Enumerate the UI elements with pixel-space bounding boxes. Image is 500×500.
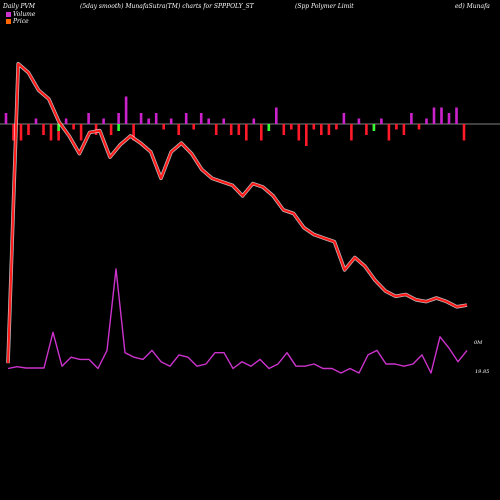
legend-volume-label: Volume [13, 11, 36, 18]
pvm-bar [102, 118, 105, 124]
pvm-bar [335, 124, 338, 130]
pvm-bar [42, 124, 45, 135]
pvm-bar [417, 124, 421, 130]
pvm-bar [320, 124, 323, 135]
pvm-bar [252, 118, 256, 124]
pvm-bar [305, 124, 308, 146]
pvm-bar [79, 124, 83, 141]
pvm-bar [237, 124, 241, 135]
pvm-bar [432, 107, 436, 124]
pvm-bar [447, 113, 451, 124]
pvm-bar [222, 118, 225, 124]
pvm-bar [57, 124, 60, 141]
pvm-bar [425, 118, 428, 124]
pvm-bar [402, 124, 406, 135]
pvm-bar [169, 118, 173, 124]
pvm-bar [132, 124, 135, 141]
pvm-bar [229, 124, 233, 135]
pvm-bar [312, 124, 316, 130]
pvm-bar [260, 124, 263, 141]
pvm-bar [395, 124, 398, 130]
pvm-bar [327, 124, 331, 135]
pvm-bar [350, 124, 353, 141]
pvm-bar [410, 113, 413, 124]
pvm-bar [124, 96, 128, 124]
pvm-bar [357, 118, 361, 124]
volume-end-label: 0M [474, 340, 483, 346]
pvm-bar [297, 124, 301, 141]
pvm-bar [117, 113, 120, 124]
pvm-bar [4, 113, 8, 124]
pvm-bar [387, 124, 391, 141]
pvm-bar [87, 113, 90, 124]
price-line-shadow [6, 61, 468, 364]
header-left: Daily PVM [3, 3, 36, 10]
pvm-bar [72, 124, 75, 130]
pvm-bar [27, 124, 30, 135]
pvm-bar [162, 124, 165, 130]
pvm-bar-green [267, 124, 271, 131]
legend-price: Price [6, 18, 29, 25]
pvm-bar-green [57, 124, 60, 131]
pvm-bar [94, 124, 98, 135]
pvm-bar [34, 118, 38, 124]
header-company: (Spp Polymer Limit [295, 3, 354, 10]
pvm-bar [19, 124, 23, 141]
pvm-bar [342, 113, 346, 124]
price-swatch [6, 19, 11, 24]
pvm-bar [462, 124, 466, 141]
pvm-bar [440, 107, 443, 124]
pvm-bar-green [117, 124, 120, 131]
pvm-bar [139, 113, 143, 124]
pvm-bars [4, 96, 466, 146]
price-end-label: 19.85 [475, 369, 490, 375]
price-line [6, 62, 468, 364]
pvm-bar [275, 107, 278, 124]
pvm-bar [177, 124, 180, 135]
pvm-bar [184, 113, 188, 124]
legend-price-label: Price [13, 18, 29, 25]
legend-volume: Volume [6, 11, 35, 18]
header-title: (5day smooth) MunafaSutra(TM) charts for… [80, 3, 254, 10]
pvm-bar [365, 124, 368, 135]
pvm-bar [199, 113, 203, 124]
pvm-bar [207, 118, 210, 124]
header-company-cont: ed) Munafa [455, 3, 490, 10]
pvm-bar [245, 124, 248, 141]
pvm-bar [12, 124, 15, 141]
pvm-bar-green [372, 124, 376, 131]
pvm-bar [380, 118, 383, 124]
pvm-bar [64, 118, 68, 124]
volume-swatch [6, 12, 11, 17]
pvm-bar [290, 124, 293, 130]
pvm-bar [192, 124, 195, 130]
pvm-bar [109, 124, 113, 135]
pvm-bar [154, 113, 158, 124]
pvm-bar [214, 124, 218, 135]
pvm-bar [282, 124, 286, 135]
pvm-bar [147, 118, 150, 124]
pvm-bar [49, 124, 53, 141]
volume-line [7, 268, 468, 374]
pvm-bar [455, 107, 458, 124]
